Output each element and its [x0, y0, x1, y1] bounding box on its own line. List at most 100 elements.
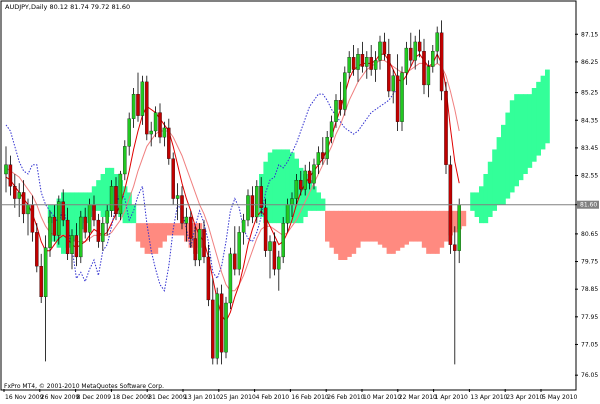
cloud-bear-segment — [404, 210, 409, 245]
candle-bull — [48, 216, 52, 248]
candle — [351, 45, 356, 76]
candle-bull — [184, 216, 189, 224]
cloud-bear-segment — [355, 210, 361, 248]
candle — [57, 195, 61, 245]
candle — [228, 247, 233, 310]
candle — [303, 164, 307, 196]
candle-bull — [312, 164, 316, 184]
candle-bull — [365, 57, 369, 67]
candle — [70, 229, 74, 270]
y-tick-label: 77.05 — [581, 341, 598, 348]
candle-bear — [65, 219, 70, 255]
candle-bull — [17, 192, 21, 199]
candle-bull — [404, 47, 409, 73]
cloud-bull-segment — [505, 112, 511, 199]
cloud-bull-segment — [545, 69, 550, 144]
candle — [255, 180, 259, 224]
candle — [35, 223, 39, 273]
candle — [431, 45, 435, 73]
cloud-bull-segment — [285, 149, 291, 224]
candle-bear — [321, 152, 325, 159]
candle — [109, 180, 114, 217]
candle — [321, 137, 325, 165]
y-tick-label: 82.55 — [581, 173, 598, 180]
candle — [96, 213, 101, 248]
cloud-bull-segment — [100, 174, 106, 217]
candle-bull — [347, 57, 351, 73]
candle — [263, 198, 268, 257]
candle-bull — [334, 100, 338, 122]
cloud-bear-segment — [144, 223, 150, 254]
candle-bull — [101, 222, 105, 242]
cloud-bull-segment — [496, 137, 502, 205]
cloud-bull-segment — [69, 192, 75, 242]
plot-frame — [0, 0, 577, 391]
candle — [259, 177, 263, 214]
candle-bear — [145, 81, 149, 135]
candle-bull — [255, 186, 259, 218]
candle-bear — [136, 93, 140, 116]
cloud-bull-segment — [96, 180, 101, 211]
candle — [193, 226, 197, 267]
candle-bear — [439, 32, 444, 92]
x-tick-label: 10 Mar 2010 — [363, 394, 401, 401]
cloud-bear-segment — [162, 223, 167, 242]
candle-bull — [87, 204, 92, 233]
candle-bear — [61, 201, 65, 221]
cloud-bear-segment — [430, 210, 436, 254]
y-tick-label: 87.15 — [581, 31, 598, 38]
candle — [83, 207, 87, 239]
candle — [343, 66, 347, 116]
candle — [233, 226, 237, 276]
candle — [158, 103, 162, 144]
candle-bull — [127, 118, 131, 147]
candle-bull — [378, 41, 382, 61]
candle-bear — [417, 41, 422, 52]
cloud-bear-segment — [373, 210, 379, 242]
candle — [382, 32, 387, 61]
cloud-bear-segment — [452, 210, 458, 233]
cloud-bear-segment — [347, 210, 352, 257]
cloud-bear-segment — [421, 210, 427, 248]
candle-bull — [197, 229, 202, 261]
candle — [356, 48, 360, 82]
candle — [268, 235, 272, 279]
x-tick-label: 1 Apr 2010 — [435, 394, 468, 401]
candle-bull — [131, 93, 136, 119]
candle — [453, 226, 457, 365]
candle-bull — [140, 81, 145, 116]
candle-bull — [356, 54, 360, 70]
candle — [329, 115, 334, 144]
candle-bear — [158, 112, 162, 138]
chart-title: AUDJPY,Daily 80.12 81.74 79.72 81.60 — [5, 3, 130, 11]
y-tick-label: 79.75 — [581, 259, 598, 266]
candle — [325, 131, 329, 165]
candle — [246, 189, 250, 227]
cloud-bull-segment — [105, 167, 110, 217]
cloud-bull-segment — [272, 149, 277, 224]
candle — [8, 155, 13, 196]
candle-bear — [8, 164, 13, 187]
y-axis: 87.15 86.25 85.25 84.35 83.45 82.55 81.60 80.65… — [575, 31, 599, 379]
candle-bear — [307, 170, 312, 184]
cloud-bear-segment — [153, 223, 159, 254]
candle-bear — [96, 219, 101, 242]
candle-bear — [74, 235, 79, 258]
candle-bull — [277, 256, 281, 270]
candle-bull — [43, 247, 48, 298]
candle — [395, 54, 400, 131]
candle-bull — [294, 179, 299, 199]
candle — [369, 45, 373, 76]
candle — [387, 38, 391, 98]
candle — [74, 223, 79, 267]
candle — [409, 32, 413, 67]
cloud-bull-segment — [509, 100, 515, 193]
cloud-bear-segment — [386, 210, 392, 254]
x-tick-label: 26 Feb 2010 — [327, 394, 365, 401]
candle — [294, 174, 299, 205]
x-tick-label: 13 Jan 2010 — [184, 394, 220, 401]
cloud-bull-segment — [531, 88, 537, 162]
candle-bull — [246, 195, 250, 221]
